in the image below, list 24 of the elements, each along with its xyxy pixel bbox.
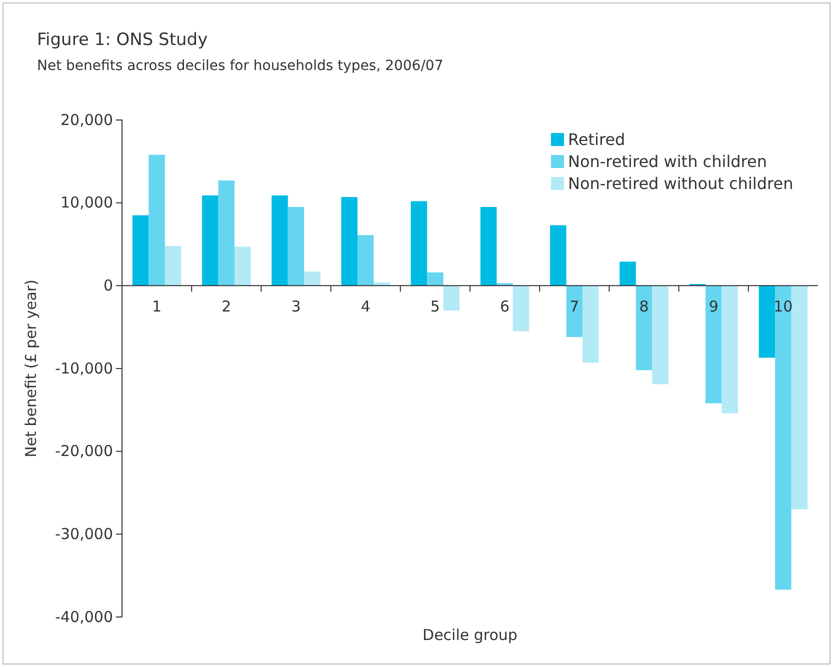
y-tick-label: -30,000 xyxy=(55,524,113,543)
chart-title: Figure 1: ONS Study xyxy=(37,30,208,50)
legend-label: Retired xyxy=(568,130,626,149)
x-tick-label: 7 xyxy=(570,298,580,316)
y-axis-title: Net benefit (£ per year) xyxy=(22,280,40,458)
y-tick-label: -10,000 xyxy=(55,359,113,378)
x-tick-label: 5 xyxy=(430,298,440,316)
chart-subtitle: Net benefits across deciles for households types, 2006/07 xyxy=(37,58,444,74)
x-axis-title: Decile group xyxy=(422,626,518,644)
y-tick-label: 20,000 xyxy=(60,110,113,129)
legend-label: Non-retired with children xyxy=(568,152,767,171)
y-tick-label: -40,000 xyxy=(55,608,113,626)
x-tick-label: 10 xyxy=(774,298,793,316)
y-tick-label: -20,000 xyxy=(55,442,113,460)
x-tick-label: 3 xyxy=(291,298,301,316)
x-tick-label: 9 xyxy=(708,298,718,316)
x-tick-label: 1 xyxy=(152,298,162,316)
x-tick-label: 6 xyxy=(500,298,510,316)
x-tick-label: 8 xyxy=(639,298,649,316)
legend-label: Non-retired without children xyxy=(568,174,794,193)
y-tick-label: 10,000 xyxy=(60,194,113,212)
x-tick-label: 4 xyxy=(360,298,370,316)
x-tick-label: 2 xyxy=(222,298,232,316)
y-tick-label: 0 xyxy=(103,276,113,294)
